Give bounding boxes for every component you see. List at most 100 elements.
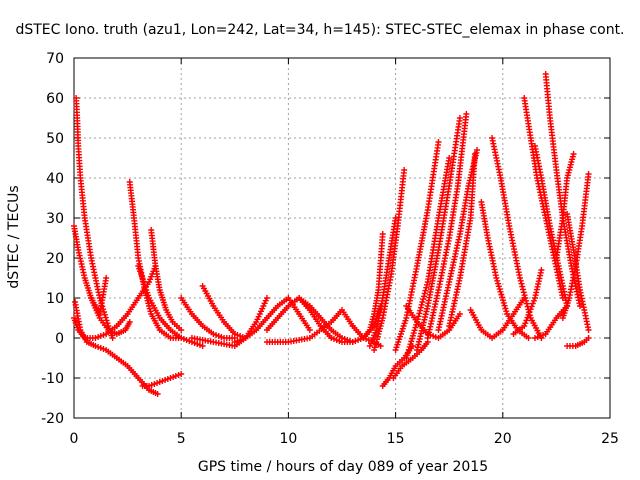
- y-tick-label: 60: [46, 91, 64, 107]
- data-point-marker: [494, 277, 501, 284]
- data-point-marker: [411, 327, 418, 334]
- data-point-marker: [528, 303, 535, 310]
- data-point-marker: [585, 327, 592, 333]
- data-point-marker: [502, 305, 509, 312]
- data-point-marker: [523, 297, 530, 304]
- data-point-marker: [102, 314, 109, 321]
- data-point-marker: [521, 292, 528, 299]
- data-point-marker: [496, 286, 503, 293]
- data-point-marker: [401, 167, 408, 173]
- data-point-marker: [471, 151, 478, 157]
- data-point-marker: [423, 281, 430, 288]
- data-point-marker: [419, 299, 426, 305]
- data-point-marker: [446, 155, 453, 161]
- tick-labels: 0 5 10 15 20 25 -20 -10 0 10 20 30 40 50 60 70: [41, 51, 619, 447]
- data-point-marker: [493, 275, 500, 281]
- data-point-marker: [499, 294, 506, 301]
- data-point-marker: [529, 300, 536, 307]
- data-point-marker: [420, 293, 427, 300]
- data-point-marker: [516, 275, 523, 281]
- data-point-marker: [503, 308, 510, 315]
- data-point-marker: [404, 352, 411, 359]
- data-point-marker: [109, 335, 116, 341]
- data-point-marker: [422, 287, 429, 294]
- data-point-marker: [497, 288, 504, 295]
- x-tick-label: 25: [601, 431, 619, 447]
- data-point-marker: [519, 283, 526, 290]
- axes: [73, 57, 611, 419]
- x-tick-label: 10: [279, 431, 297, 447]
- y-tick-label: 30: [46, 211, 64, 227]
- data-point-marker: [522, 295, 529, 301]
- data-point-marker: [417, 307, 424, 314]
- data-point-marker: [126, 319, 133, 325]
- data-point-marker: [199, 343, 206, 349]
- data-point-marker: [518, 280, 525, 287]
- data-point-marker: [103, 275, 110, 281]
- chart-title: dSTEC Iono. truth (azu1, Lon=242, Lat=34…: [15, 22, 624, 38]
- data-point-marker: [404, 349, 411, 356]
- data-points: [71, 71, 592, 397]
- data-point-marker: [523, 300, 530, 307]
- data-point-marker: [403, 355, 410, 361]
- data-point-marker: [412, 324, 419, 331]
- data-point-marker: [585, 171, 592, 177]
- data-point-marker: [178, 371, 185, 377]
- y-tick-label: 70: [46, 51, 64, 67]
- data-point-marker: [405, 346, 412, 353]
- data-point-marker: [306, 327, 313, 333]
- data-point-marker: [407, 341, 414, 348]
- data-point-marker: [564, 303, 571, 309]
- data-point-marker: [101, 309, 108, 315]
- data-point-marker: [520, 289, 527, 296]
- x-axis-label: GPS time / hours of day 089 of year 2015: [198, 459, 488, 475]
- data-point-marker: [517, 277, 524, 284]
- y-tick-label: 40: [46, 171, 64, 187]
- data-point-marker: [423, 284, 430, 291]
- data-point-marker: [409, 332, 416, 339]
- data-point-marker: [523, 317, 530, 324]
- data-point-marker: [416, 310, 423, 317]
- data-point-marker: [585, 335, 592, 341]
- data-point-marker: [456, 311, 463, 317]
- y-tick-label: 10: [46, 291, 64, 307]
- data-point-marker: [408, 338, 415, 345]
- y-tick-label: 20: [46, 251, 64, 267]
- data-point-marker: [154, 391, 161, 397]
- data-point-marker: [570, 151, 577, 157]
- data-point-marker: [379, 231, 386, 237]
- x-tick-label: 5: [177, 431, 186, 447]
- data-point-marker: [521, 323, 528, 329]
- data-point-marker: [409, 335, 416, 342]
- data-point-marker: [498, 291, 505, 298]
- y-tick-label: -10: [41, 371, 64, 387]
- data-point-marker: [418, 301, 425, 308]
- data-point-marker: [576, 303, 583, 309]
- data-point-marker: [415, 313, 422, 320]
- data-point-marker: [435, 139, 442, 145]
- y-tick-label: 0: [55, 331, 64, 347]
- data-point-marker: [525, 311, 532, 318]
- data-point-marker: [377, 343, 384, 349]
- data-point-marker: [456, 115, 463, 121]
- data-point-marker: [499, 297, 506, 304]
- data-point-marker: [103, 317, 110, 324]
- x-tick-label: 0: [70, 431, 79, 447]
- data-point-marker: [520, 286, 527, 293]
- data-point-marker: [474, 147, 481, 153]
- y-tick-label: 50: [46, 131, 64, 147]
- data-point-marker: [101, 311, 108, 318]
- grid-lines: [74, 58, 610, 418]
- data-point-marker: [524, 314, 531, 321]
- data-point-marker: [495, 283, 502, 290]
- data-point-marker: [178, 327, 185, 333]
- x-tick-label: 20: [494, 431, 512, 447]
- data-point-marker: [406, 343, 413, 350]
- x-tick-label: 15: [387, 431, 405, 447]
- data-point-marker: [501, 302, 508, 309]
- data-point-marker: [522, 320, 529, 327]
- data-point-marker: [410, 330, 417, 337]
- data-point-marker: [525, 335, 532, 341]
- y-axis-label: dSTEC / TECUs: [6, 185, 22, 288]
